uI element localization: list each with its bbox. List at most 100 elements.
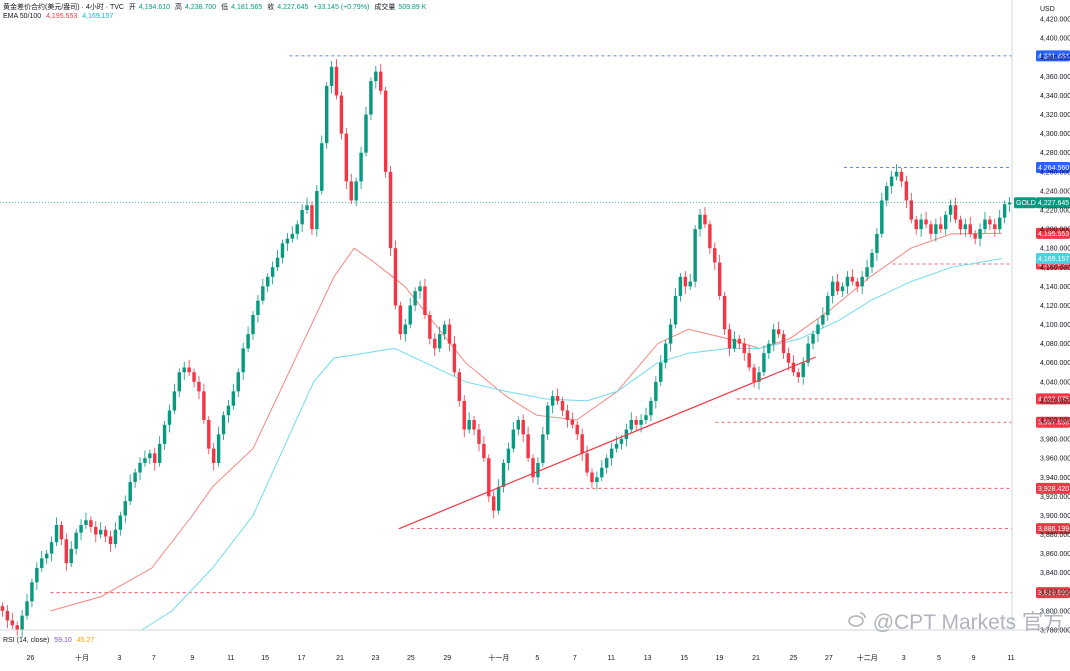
volume-value: 509.89 K [398,4,427,11]
candle-body [708,224,712,249]
x-tick-label: 11 [1007,655,1014,662]
candle-body [5,610,10,621]
candle-body [123,501,127,516]
y-tick-label: 4,120.000 [1040,303,1070,310]
candle-body [320,143,324,191]
x-tick-label: 19 [716,655,724,662]
candle-body [172,391,177,411]
candle-body [683,276,688,287]
open-label: 开 [128,4,136,11]
indicator-tag [1036,227,1070,239]
candle-body [187,367,191,373]
x-tick-label: 7 [573,655,577,662]
candle-body [334,66,339,96]
candle-body [177,372,182,392]
candle-body [899,171,904,182]
candle-body [737,338,742,344]
price-level-tag [1036,523,1070,535]
candle-body [875,233,879,253]
low-value: 4,181.565 [231,4,263,11]
candle-body [94,526,98,535]
candle-body [614,443,619,449]
x-tick-label: 21 [336,655,344,662]
ema50-value: 4,195.553 [46,13,78,20]
candle-body [457,372,462,401]
candle-body [845,276,850,287]
candle-body [241,348,245,373]
candle-body [840,286,845,292]
candle-body [138,462,142,473]
candle-body [934,224,938,234]
close-label: 收 [267,4,275,11]
candle-body [482,443,486,459]
y-tick-label: 4,380.000 [1040,55,1070,62]
candle-body [310,205,314,230]
high-value: 4,238.700 [185,4,217,11]
candle-body [280,243,285,258]
candle-body [717,262,722,296]
symbol-title[interactable]: 黄金差价合约(美元/盎司) · 4小时 · TVC [3,4,124,11]
x-tick-label: 21 [752,655,760,662]
candle-body [270,267,275,277]
x-tick-label: 5 [937,655,941,662]
candle-body [349,181,353,201]
x-tick-label: 27 [825,655,833,662]
candle-body [600,467,604,478]
rsi-legend[interactable]: RSI (14, close) 59.10 45.27 [3,636,97,645]
x-tick-label: 十二月 [857,653,878,662]
low-label: 低 [221,4,229,11]
candle-body [531,458,535,478]
y-tick-label: 4,080.000 [1040,341,1070,348]
candle-body [993,224,997,230]
candle-body [821,315,825,325]
candle-body [953,205,958,220]
ema50-line [50,232,1002,612]
candle-body [958,219,963,230]
x-tick-label: 15 [261,655,269,662]
candle-body [555,396,560,401]
high-label: 高 [175,4,183,11]
candle-body [197,381,201,392]
candle-body [290,233,295,239]
candle-body [236,372,240,392]
indicator-tag [1036,253,1070,265]
candle-body [673,295,678,325]
candle-body [74,532,78,549]
candle-body [585,453,589,473]
candle-body [398,305,403,335]
candle-body [354,181,358,201]
candle-body [889,176,894,187]
candle-body [84,520,88,525]
candle-body [747,353,751,368]
y-tick-label: 4,240.000 [1040,188,1070,195]
candle-body [462,400,466,430]
candle-body [315,190,319,230]
candle-body [428,315,432,339]
candle-body [393,248,398,306]
candle-body [143,458,147,463]
x-tick-label: 3 [902,655,906,662]
candle-body [983,219,987,230]
y-tick-label: 4,320.000 [1040,112,1070,119]
candle-body [44,553,49,559]
candle-body [634,420,638,425]
candle-body [148,453,152,459]
candle-body [369,81,373,115]
x-tick-label: 13 [644,655,652,662]
x-tick-label: 17 [298,655,306,662]
candle-body [781,334,786,354]
x-tick-label: 11 [227,655,234,662]
candle-body [860,276,864,287]
candle-body [855,281,859,287]
price-level-label: 3,886.199 [1038,526,1069,533]
symbol-tag [1014,197,1036,209]
candle-body [167,410,172,425]
ema-legend[interactable]: EMA 50/100 4,195.553 4,169.157 [3,12,116,21]
x-tick-label: 26 [26,655,34,662]
x-tick-label: 25 [407,655,415,662]
candle-body [256,300,260,315]
x-tick-label: 23 [372,655,380,662]
y-tick-label: 3,940.000 [1040,475,1070,482]
